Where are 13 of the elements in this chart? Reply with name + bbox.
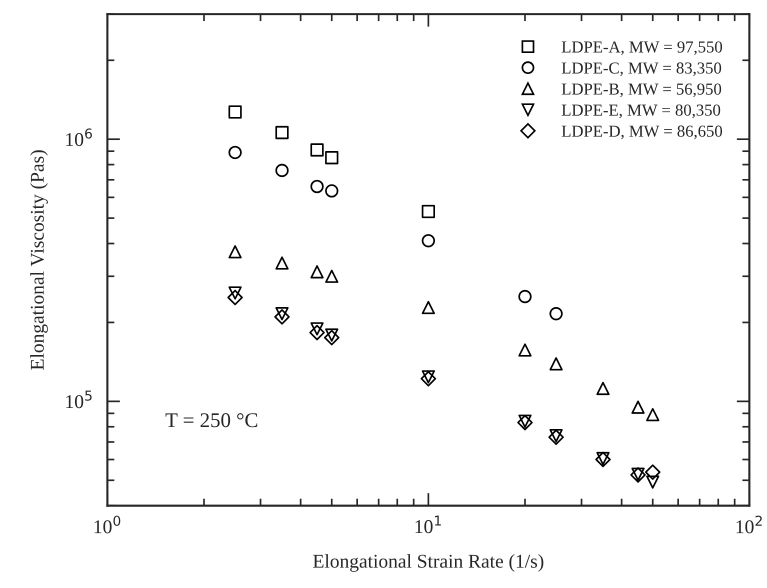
legend-label: LDPE-B, MW = 56,950 (562, 83, 722, 98)
x-tick-label: 10$^{1}$ (416, 516, 441, 534)
annotation: T = 250 °C (166, 413, 258, 428)
x-tick-label: 10$^{0}$ (94, 516, 120, 534)
y-tick-label: 10$^{6}$ (66, 128, 92, 146)
legend-label: LDPE-E, MW = 80,350 (562, 104, 720, 118)
legend-label: LDPE-D, MW = 86,650 (562, 126, 722, 140)
x-tick-label: 10$^{2}$ (736, 516, 762, 534)
y-axis-title: Elongational Viscosity (Pas) (30, 150, 48, 370)
y-tick-label: 10$^{5}$ (66, 390, 92, 408)
legend-label: LDPE-A, MW = 97,550 (562, 41, 722, 56)
x-axis-title: Elongational Strain Rate (1/s) (313, 554, 544, 572)
legend-label: LDPE-C, MW = 83,350 (562, 62, 722, 76)
